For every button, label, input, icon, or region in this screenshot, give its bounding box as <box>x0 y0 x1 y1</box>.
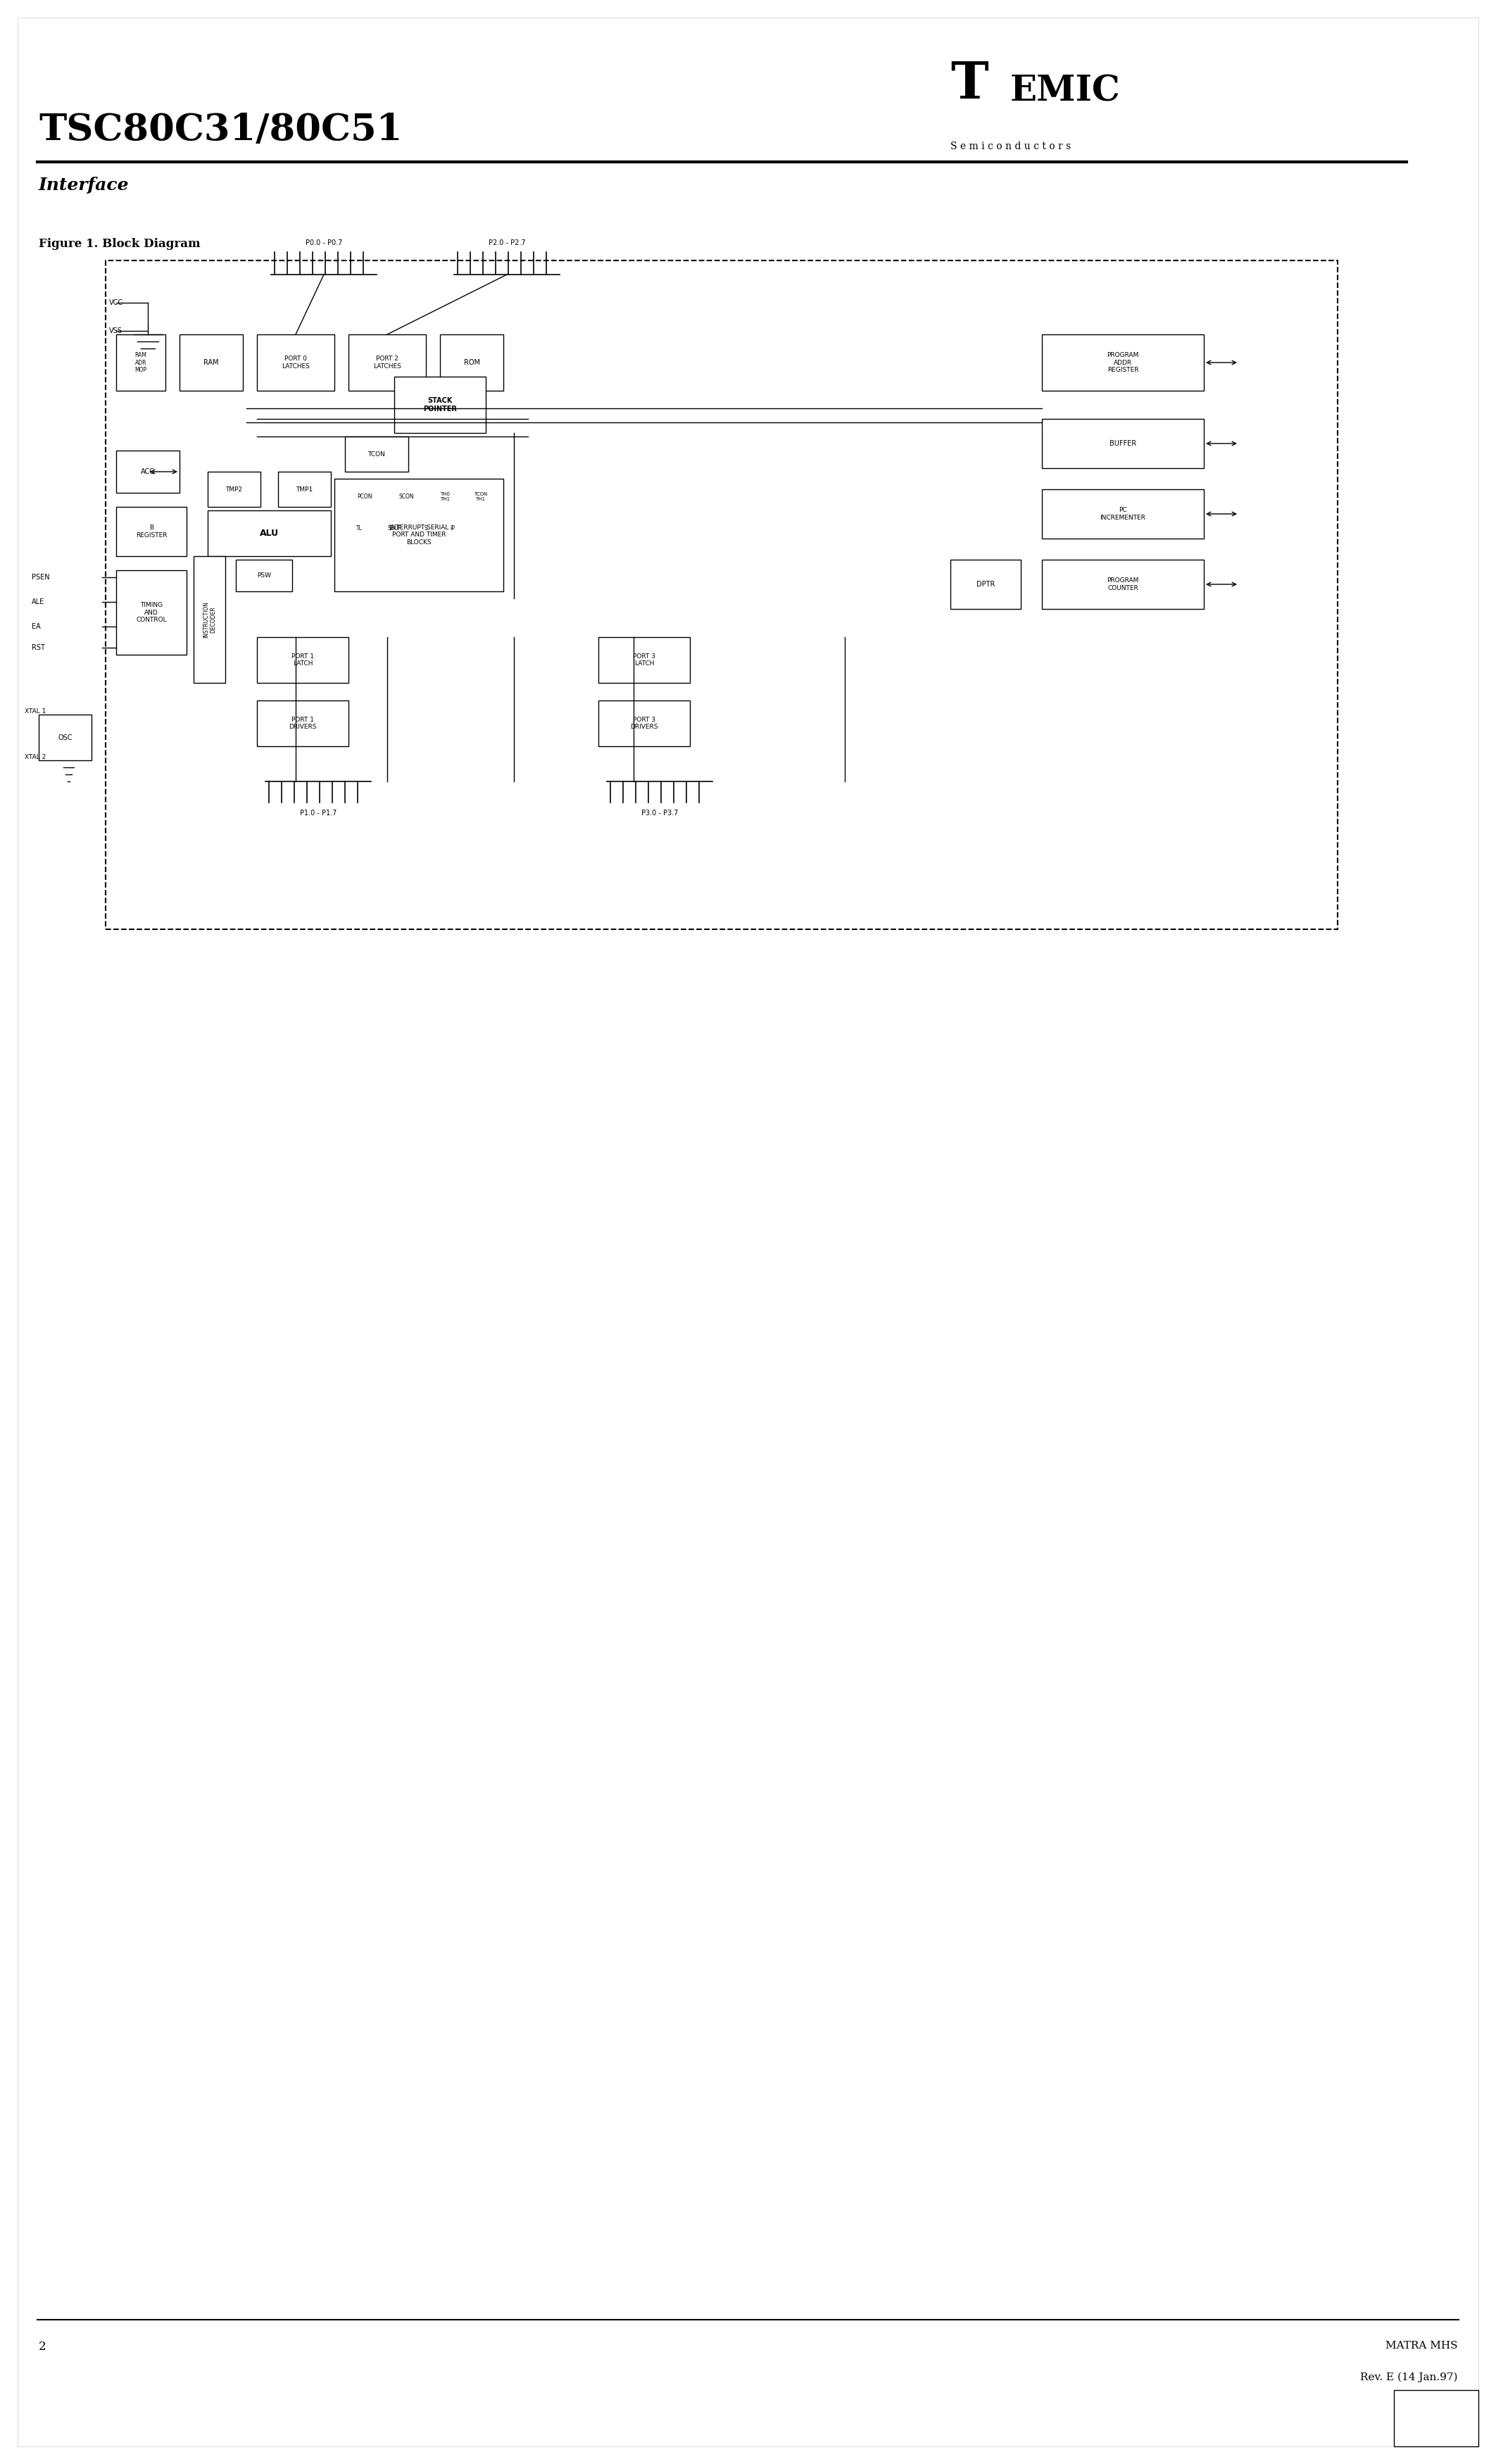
Text: P2.0 - P2.7: P2.0 - P2.7 <box>488 239 525 246</box>
Bar <box>395 377 486 434</box>
Text: Interface: Interface <box>39 177 129 195</box>
Bar <box>106 261 1337 929</box>
Bar <box>117 451 180 493</box>
Text: S: S <box>425 525 428 532</box>
Bar <box>193 557 226 683</box>
Text: XTAL 1: XTAL 1 <box>24 707 46 715</box>
Text: VCC: VCC <box>109 298 123 306</box>
Bar <box>377 515 411 542</box>
Bar <box>236 559 292 591</box>
Text: TMP1: TMP1 <box>296 485 313 493</box>
Bar <box>598 638 690 683</box>
Text: EA: EA <box>31 623 40 631</box>
Text: STACK
POINTER: STACK POINTER <box>423 397 456 411</box>
Bar <box>278 471 331 508</box>
Bar <box>117 569 187 655</box>
Bar <box>346 436 408 471</box>
Bar <box>349 335 426 392</box>
Text: INTERRUPT SERIAL
PORT AND TIMER
BLOCKS: INTERRUPT SERIAL PORT AND TIMER BLOCKS <box>389 525 449 545</box>
Text: EMIC: EMIC <box>1010 74 1121 108</box>
Text: TMP2: TMP2 <box>226 485 242 493</box>
Text: PORT 1
DRIVERS: PORT 1 DRIVERS <box>289 717 317 729</box>
Text: TH0
TH1: TH0 TH1 <box>440 493 450 500</box>
Bar <box>1041 419 1204 468</box>
Text: PC
INCREMENTER: PC INCREMENTER <box>1100 508 1146 520</box>
Bar <box>387 483 426 510</box>
Bar <box>117 335 166 392</box>
Text: XTAL 2: XTAL 2 <box>24 754 46 761</box>
Bar <box>416 515 437 542</box>
Text: P1.0 - P1.7: P1.0 - P1.7 <box>299 811 337 816</box>
Text: RAM: RAM <box>203 360 218 367</box>
Bar <box>1041 490 1204 540</box>
Bar <box>257 335 335 392</box>
Bar <box>440 515 465 542</box>
Text: TCON: TCON <box>368 451 386 458</box>
Bar <box>257 700 349 747</box>
Text: BUFFER: BUFFER <box>1110 441 1137 446</box>
Text: TL: TL <box>356 525 362 532</box>
Text: T: T <box>950 59 989 108</box>
Text: PORT 1
LATCH: PORT 1 LATCH <box>292 653 314 668</box>
Bar <box>1394 2390 1478 2447</box>
Bar <box>180 335 242 392</box>
Text: ALU: ALU <box>260 530 278 537</box>
Bar <box>257 638 349 683</box>
Text: PCON: PCON <box>356 493 373 500</box>
Bar <box>117 508 187 557</box>
Bar <box>335 478 503 591</box>
Bar <box>346 515 373 542</box>
Text: ALE: ALE <box>31 599 45 606</box>
Text: TCON
TH1: TCON TH1 <box>474 493 488 500</box>
Bar <box>465 483 497 510</box>
Text: PSW: PSW <box>257 572 271 579</box>
Text: OSC: OSC <box>58 734 72 742</box>
Bar <box>1041 335 1204 392</box>
Bar <box>950 559 1020 609</box>
Text: IP: IP <box>450 525 455 532</box>
Text: PSEN: PSEN <box>31 574 49 582</box>
Text: PORT 3
DRIVERS: PORT 3 DRIVERS <box>630 717 658 729</box>
Bar <box>208 510 331 557</box>
Bar <box>1041 559 1204 609</box>
Text: S e m i c o n d u c t o r s: S e m i c o n d u c t o r s <box>950 140 1071 150</box>
Text: B
REGISTER: B REGISTER <box>136 525 168 537</box>
Text: VSS: VSS <box>109 328 123 335</box>
Bar <box>429 483 461 510</box>
Text: TIMING
AND
CONTROL: TIMING AND CONTROL <box>136 601 166 623</box>
Text: Rev. E (14 Jan.97): Rev. E (14 Jan.97) <box>1360 2373 1457 2383</box>
Bar <box>39 715 91 761</box>
Text: RST: RST <box>31 643 45 650</box>
Text: RAM
ADR
MOP: RAM ADR MOP <box>135 352 147 372</box>
Text: PORT 2
LATCHES: PORT 2 LATCHES <box>373 355 401 370</box>
Bar <box>346 483 383 510</box>
Text: SCON: SCON <box>399 493 414 500</box>
Text: INSTRUCTION
DECODER: INSTRUCTION DECODER <box>202 601 217 638</box>
Text: PORT 0
LATCHES: PORT 0 LATCHES <box>281 355 310 370</box>
Text: 2: 2 <box>39 2341 46 2353</box>
Bar <box>598 700 690 747</box>
Text: PROGRAM
ADDR
REGISTER: PROGRAM ADDR REGISTER <box>1107 352 1138 372</box>
Text: PORT 3
LATCH: PORT 3 LATCH <box>633 653 655 668</box>
Text: SBUF: SBUF <box>387 525 401 532</box>
Text: P3.0 - P3.7: P3.0 - P3.7 <box>642 811 678 816</box>
Text: MATRA MHS: MATRA MHS <box>1385 2341 1457 2351</box>
Text: ACC: ACC <box>141 468 156 476</box>
Text: PROGRAM
COUNTER: PROGRAM COUNTER <box>1107 577 1138 591</box>
Bar <box>440 335 503 392</box>
Text: ROM: ROM <box>464 360 480 367</box>
Text: DPTR: DPTR <box>977 582 995 589</box>
Text: P0.0 - P0.7: P0.0 - P0.7 <box>305 239 343 246</box>
Bar <box>208 471 260 508</box>
Text: TSC80C31/80C51: TSC80C31/80C51 <box>39 111 402 148</box>
Text: Figure 1. Block Diagram: Figure 1. Block Diagram <box>39 239 200 249</box>
